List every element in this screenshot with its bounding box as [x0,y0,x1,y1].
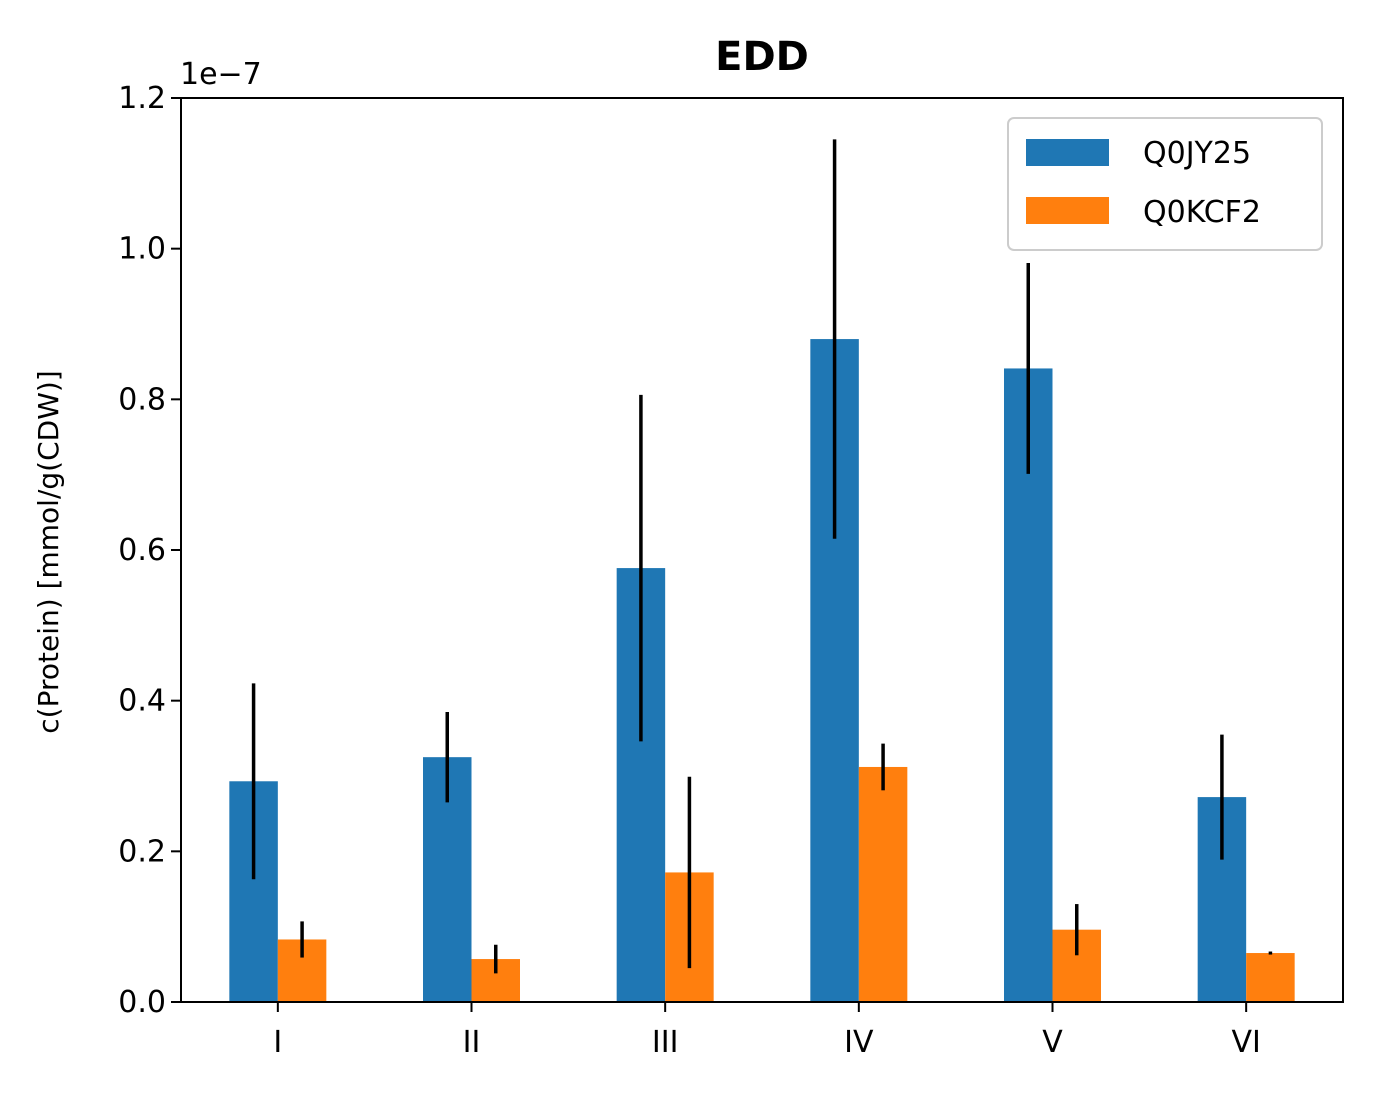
plot-frame [180,97,1344,1003]
y-tick-label: 0.0 [118,985,166,1020]
x-tick-label: VI [1231,1025,1260,1060]
x-tick-label: IV [844,1025,874,1060]
error-bars-group [251,139,1273,974]
chart-title: EDD [715,34,809,80]
y-tick-label: 0.2 [118,834,166,869]
y-tick-label: 0.4 [118,684,166,719]
bar-q0kcf2-iv [858,766,908,1002]
x-axis: I II III IV V VI [273,1002,1261,1060]
legend: Q0JY25 Q0KCF2 [1007,117,1323,251]
bar-q0kcf2-vi [1246,953,1295,1002]
legend-label-q0jy25: Q0JY25 [1143,136,1251,171]
x-tick-label: I [273,1025,282,1060]
y-offset-label: 1e−7 [180,57,262,92]
y-tick-label: 0.8 [118,382,166,417]
y-axis: 0.0 0.2 0.4 0.6 0.8 1.0 1.2 [118,81,181,1020]
legend-swatch-q0kcf2 [1026,197,1109,224]
x-tick-label: III [652,1025,679,1060]
bar-q0jy25-v [1004,368,1053,1002]
legend-swatch-q0jy25 [1026,139,1109,166]
y-axis-label: c(Protein) [mmol/g(CDW)] [32,370,65,733]
bars-group [229,339,1295,1003]
x-tick-label: V [1042,1025,1063,1060]
y-tick-label: 1.2 [118,81,166,116]
y-tick-label: 0.6 [118,533,166,568]
y-tick-label: 1.0 [118,232,166,267]
x-tick-label: II [463,1025,481,1060]
legend-label-q0kcf2: Q0KCF2 [1143,195,1261,230]
